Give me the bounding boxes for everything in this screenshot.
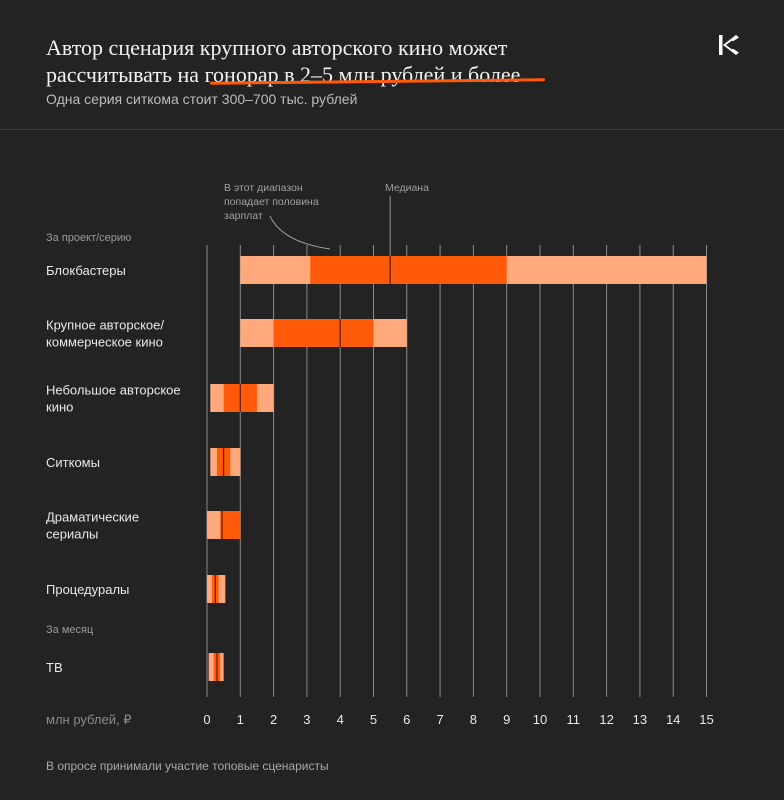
x-axis-label: млн рублей, ₽	[46, 712, 131, 727]
bar-group	[207, 575, 226, 603]
x-tick-label: 15	[699, 712, 713, 727]
footnote: В опросе принимали участие топовые сцена…	[46, 759, 329, 773]
x-tick-label: 8	[470, 712, 477, 727]
bar-group	[240, 256, 707, 284]
x-tick-label: 11	[567, 712, 581, 727]
category-label: Блокбастеры	[46, 263, 126, 278]
chart-subtitle: Одна серия ситкома стоит 300–700 тыс. ру…	[46, 91, 358, 107]
annotation-iqr-leader	[269, 215, 331, 250]
annotation-iqr: В этот диапазон	[224, 182, 303, 194]
annotation-iqr: попадает половина	[224, 196, 319, 208]
iqr-bar	[310, 256, 507, 284]
category-label: Небольшое авторское	[46, 383, 181, 398]
category-label: Ситкомы	[46, 455, 100, 470]
brand-logo-icon	[719, 35, 739, 55]
x-tick-label: 10	[533, 712, 547, 727]
bar-group	[207, 511, 241, 539]
x-tick-label: 14	[666, 712, 680, 727]
iqr-bar	[220, 511, 241, 539]
annotation-iqr: зарплат	[224, 210, 263, 222]
x-tick-label: 2	[270, 712, 277, 727]
iqr-bar	[273, 319, 374, 347]
x-tick-label: 0	[203, 712, 210, 727]
x-tick-label: 1	[237, 712, 244, 727]
x-tick-label: 13	[633, 712, 647, 727]
category-label: ТВ	[46, 660, 63, 675]
chart-title-line-1: Автор сценария крупного авторского кино …	[46, 35, 508, 60]
category-label: Процедуралы	[46, 582, 129, 597]
x-tick-label: 7	[436, 712, 443, 727]
bar-group	[208, 653, 224, 681]
header-divider	[0, 129, 784, 130]
category-label: Крупное авторское/	[46, 318, 164, 333]
chart-title: Автор сценария крупного авторского кино …	[46, 34, 666, 88]
x-tick-label: 9	[503, 712, 510, 727]
section-label-per-project: За проект/серию	[46, 232, 131, 244]
x-tick-label: 5	[370, 712, 377, 727]
x-tick-label: 12	[599, 712, 613, 727]
x-tick-label: 6	[403, 712, 410, 727]
x-tick-label: 3	[303, 712, 310, 727]
x-tick-label: 4	[337, 712, 344, 727]
bar-group	[210, 384, 274, 412]
category-label: сериалы	[46, 527, 98, 542]
bar-group	[240, 319, 407, 347]
bar-group	[210, 448, 241, 476]
gridlines	[206, 245, 707, 697]
section-label-per-month: За месяц	[46, 624, 94, 636]
category-label: кино	[46, 400, 73, 415]
annotation-median: Медиана	[385, 182, 429, 194]
category-label: Драматические	[46, 510, 139, 525]
category-label: коммерческое кино	[46, 335, 163, 350]
